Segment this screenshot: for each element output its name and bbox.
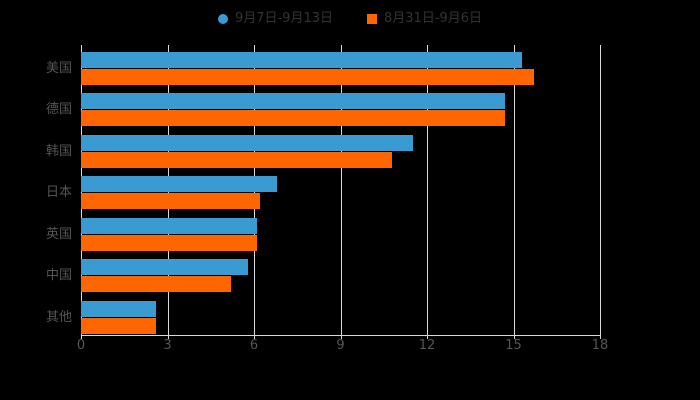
bar[interactable] <box>81 300 156 317</box>
x-axis-tick-mark <box>167 335 169 339</box>
x-axis-tick-label: 0 <box>76 338 86 353</box>
y-axis-tick-label: 其他 <box>45 309 72 325</box>
bar[interactable] <box>81 317 156 334</box>
bar-group <box>81 91 600 130</box>
gridline <box>340 45 342 335</box>
legend-item-series-1[interactable]: 8月31日-9月6日 <box>367 12 482 26</box>
y-axis-labels: 美国德国韩国日本英国中国其他 <box>0 45 72 335</box>
legend-label-series-1: 8月31日-9月6日 <box>384 11 483 26</box>
y-axis-tick-label: 日本 <box>45 185 72 201</box>
y-axis-tick-label: 美国 <box>45 61 72 76</box>
x-axis-tick-label: 6 <box>249 338 259 353</box>
y-axis-tick-label: 韩国 <box>45 143 72 159</box>
chart-legend: 9月7日-9月13日 8月31日-9月6日 <box>0 8 700 30</box>
bar[interactable] <box>81 69 534 85</box>
legend-label-series-0: 9月7日-9月13日 <box>234 11 333 26</box>
bar-group <box>81 299 600 338</box>
x-axis-tick-mark <box>513 335 515 339</box>
legend-item-series-0[interactable]: 9月7日-9月13日 <box>217 11 333 26</box>
bar[interactable] <box>81 151 393 168</box>
bar-group <box>81 216 600 255</box>
bar[interactable] <box>81 134 413 151</box>
x-axis-tick-label: 12 <box>418 338 436 353</box>
bar[interactable] <box>81 176 278 193</box>
bar[interactable] <box>81 110 505 127</box>
x-axis-tick-label: 3 <box>163 338 172 353</box>
bar[interactable] <box>81 52 523 68</box>
gridline <box>427 45 428 335</box>
gridline <box>600 45 601 335</box>
x-axis-labels: 0 3 6 9 12 15 18 <box>0 338 700 358</box>
gridline <box>513 45 515 335</box>
y-axis-tick-label: 英国 <box>45 226 72 242</box>
bar[interactable] <box>81 259 249 276</box>
x-axis-tick-mark <box>600 335 601 339</box>
bar[interactable] <box>81 217 257 234</box>
x-axis-tick-label: 15 <box>505 338 522 353</box>
x-axis-tick-label: 9 <box>336 338 345 353</box>
bar-group <box>81 174 600 213</box>
plot-area <box>81 45 601 338</box>
bar[interactable] <box>81 234 257 251</box>
bar[interactable] <box>81 93 505 110</box>
x-axis-tick-mark <box>340 335 342 339</box>
x-axis-tick-label: 18 <box>591 338 609 353</box>
bar-group <box>81 50 600 89</box>
bar[interactable] <box>81 276 231 293</box>
x-axis-tick-mark <box>427 335 428 339</box>
bar-group <box>81 257 600 296</box>
y-axis-tick-label: 德国 <box>45 102 72 118</box>
x-axis-tick-mark <box>81 335 82 339</box>
legend-swatch-square-icon <box>367 14 377 24</box>
y-axis-tick-label: 中国 <box>45 268 72 284</box>
bar-group <box>81 133 600 172</box>
bar[interactable] <box>81 193 260 210</box>
x-axis-tick-mark <box>254 335 255 339</box>
legend-swatch-circle-icon <box>217 14 228 24</box>
